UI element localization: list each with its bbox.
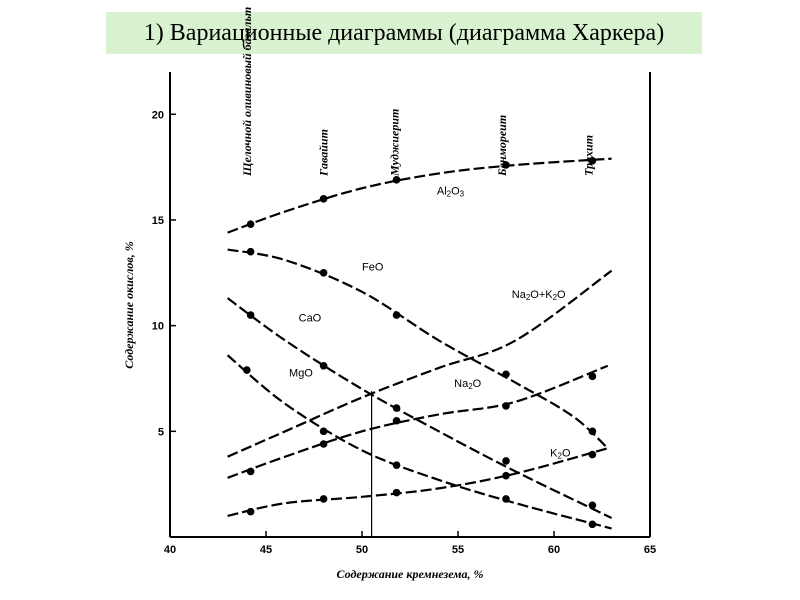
chart-texts: 40 45 50 55 60 65 5 10 15 20 Содержание кремнезема… <box>122 7 656 581</box>
rock-type-label: Трахит <box>582 135 596 176</box>
data-point-cao <box>319 361 328 370</box>
y-tick-label: 10 <box>152 321 164 333</box>
data-point-na2o <box>319 440 328 448</box>
data-point-k2o <box>588 450 597 459</box>
x-tick-label: 55 <box>452 544 464 556</box>
series-label-part: Na <box>454 378 469 390</box>
series-label: Al2O3 <box>437 186 465 199</box>
series-line-mgo <box>226 354 612 530</box>
title-box: 1) Вариационные диаграммы (диаграмма Хар… <box>106 12 702 54</box>
rock-type-label: Бенмореит <box>495 115 509 177</box>
series-label-part: 2 <box>468 382 473 391</box>
page-title: 1) Вариационные диаграммы (диаграмма Хар… <box>143 19 665 46</box>
data-point-k2o <box>246 507 255 516</box>
chart-marks <box>226 156 613 537</box>
series-label-part: Al <box>437 186 447 198</box>
data-point-mgo <box>588 520 597 529</box>
series-line-feo <box>227 248 609 450</box>
x-tick-label: 65 <box>644 544 656 556</box>
data-point-al2o3 <box>588 156 597 165</box>
series-label: MgO <box>289 367 313 379</box>
y-axis-label: Содержание окислов, % <box>122 241 136 368</box>
y-tick-label: 20 <box>152 109 164 121</box>
series-label: FeO <box>362 262 384 274</box>
data-point-feo <box>502 370 510 379</box>
data-point-mgo <box>392 461 401 469</box>
series-label: CaO <box>299 312 322 324</box>
rock-type-label: Гавайит <box>317 129 331 177</box>
series-label-part: MgO <box>289 367 313 379</box>
y-tick-label: 15 <box>152 215 164 227</box>
series-label-part: O+K <box>530 289 553 301</box>
series-label-part: O <box>473 378 482 390</box>
x-tick-label: 60 <box>548 544 560 556</box>
data-point-al2o3 <box>502 161 510 169</box>
series-line-cao <box>226 297 613 519</box>
data-point-mgo <box>243 366 251 374</box>
data-point-feo <box>246 247 255 256</box>
series-label-part: 2 <box>553 293 558 302</box>
rock-type-label: Муджиерит <box>388 109 402 177</box>
rock-type-label: Щелочной оливиновый базальт <box>240 7 254 177</box>
data-point-feo <box>319 268 328 277</box>
data-point-cao <box>502 457 510 465</box>
series-label-part: O <box>451 186 460 198</box>
series-label-part: CaO <box>299 312 322 324</box>
series-label-part: 2 <box>526 293 531 302</box>
series-label-part: 3 <box>460 190 465 199</box>
data-point-na2o <box>502 402 510 410</box>
data-point-k2o <box>319 495 328 503</box>
series-label-part: Na <box>512 289 527 301</box>
series-line-na2o <box>227 364 609 479</box>
series-line-na2o-k2o <box>227 269 613 458</box>
series-label: Na2O+K2O <box>512 289 566 302</box>
x-tick-label: 45 <box>260 544 272 556</box>
series-line-k2o <box>227 447 609 517</box>
data-point-k2o <box>392 488 401 497</box>
y-tick-label: 5 <box>158 426 164 438</box>
data-point-al2o3 <box>246 220 255 228</box>
data-point-feo <box>588 427 597 436</box>
data-point-feo <box>392 311 401 319</box>
data-point-cao <box>246 311 255 319</box>
x-tick-label: 50 <box>356 544 368 556</box>
x-axis-label: Содержание кремнезема, % <box>337 567 484 581</box>
series-label: K2O <box>550 448 571 461</box>
data-point-na2o <box>588 372 597 381</box>
x-tick-label: 40 <box>164 544 176 556</box>
data-point-al2o3 <box>319 195 328 203</box>
series-label-part: O <box>562 448 571 460</box>
chart-axes <box>169 72 651 538</box>
data-point-mgo <box>319 427 328 436</box>
series-line-al2o3 <box>227 157 612 234</box>
series-label-part: K <box>550 448 558 460</box>
data-point-na2o <box>392 416 401 425</box>
series-label-part: O <box>557 289 566 301</box>
data-point-cao <box>392 404 401 412</box>
series-label-part: FeO <box>362 262 384 274</box>
data-point-na2o <box>246 467 255 476</box>
data-point-mgo <box>502 495 510 503</box>
series-label-part: 2 <box>558 452 563 461</box>
data-point-al2o3 <box>392 175 401 184</box>
series-label-part: 2 <box>447 190 452 199</box>
series-label: Na2O <box>454 378 482 391</box>
data-point-k2o <box>502 471 510 480</box>
data-point-cao <box>588 501 597 510</box>
